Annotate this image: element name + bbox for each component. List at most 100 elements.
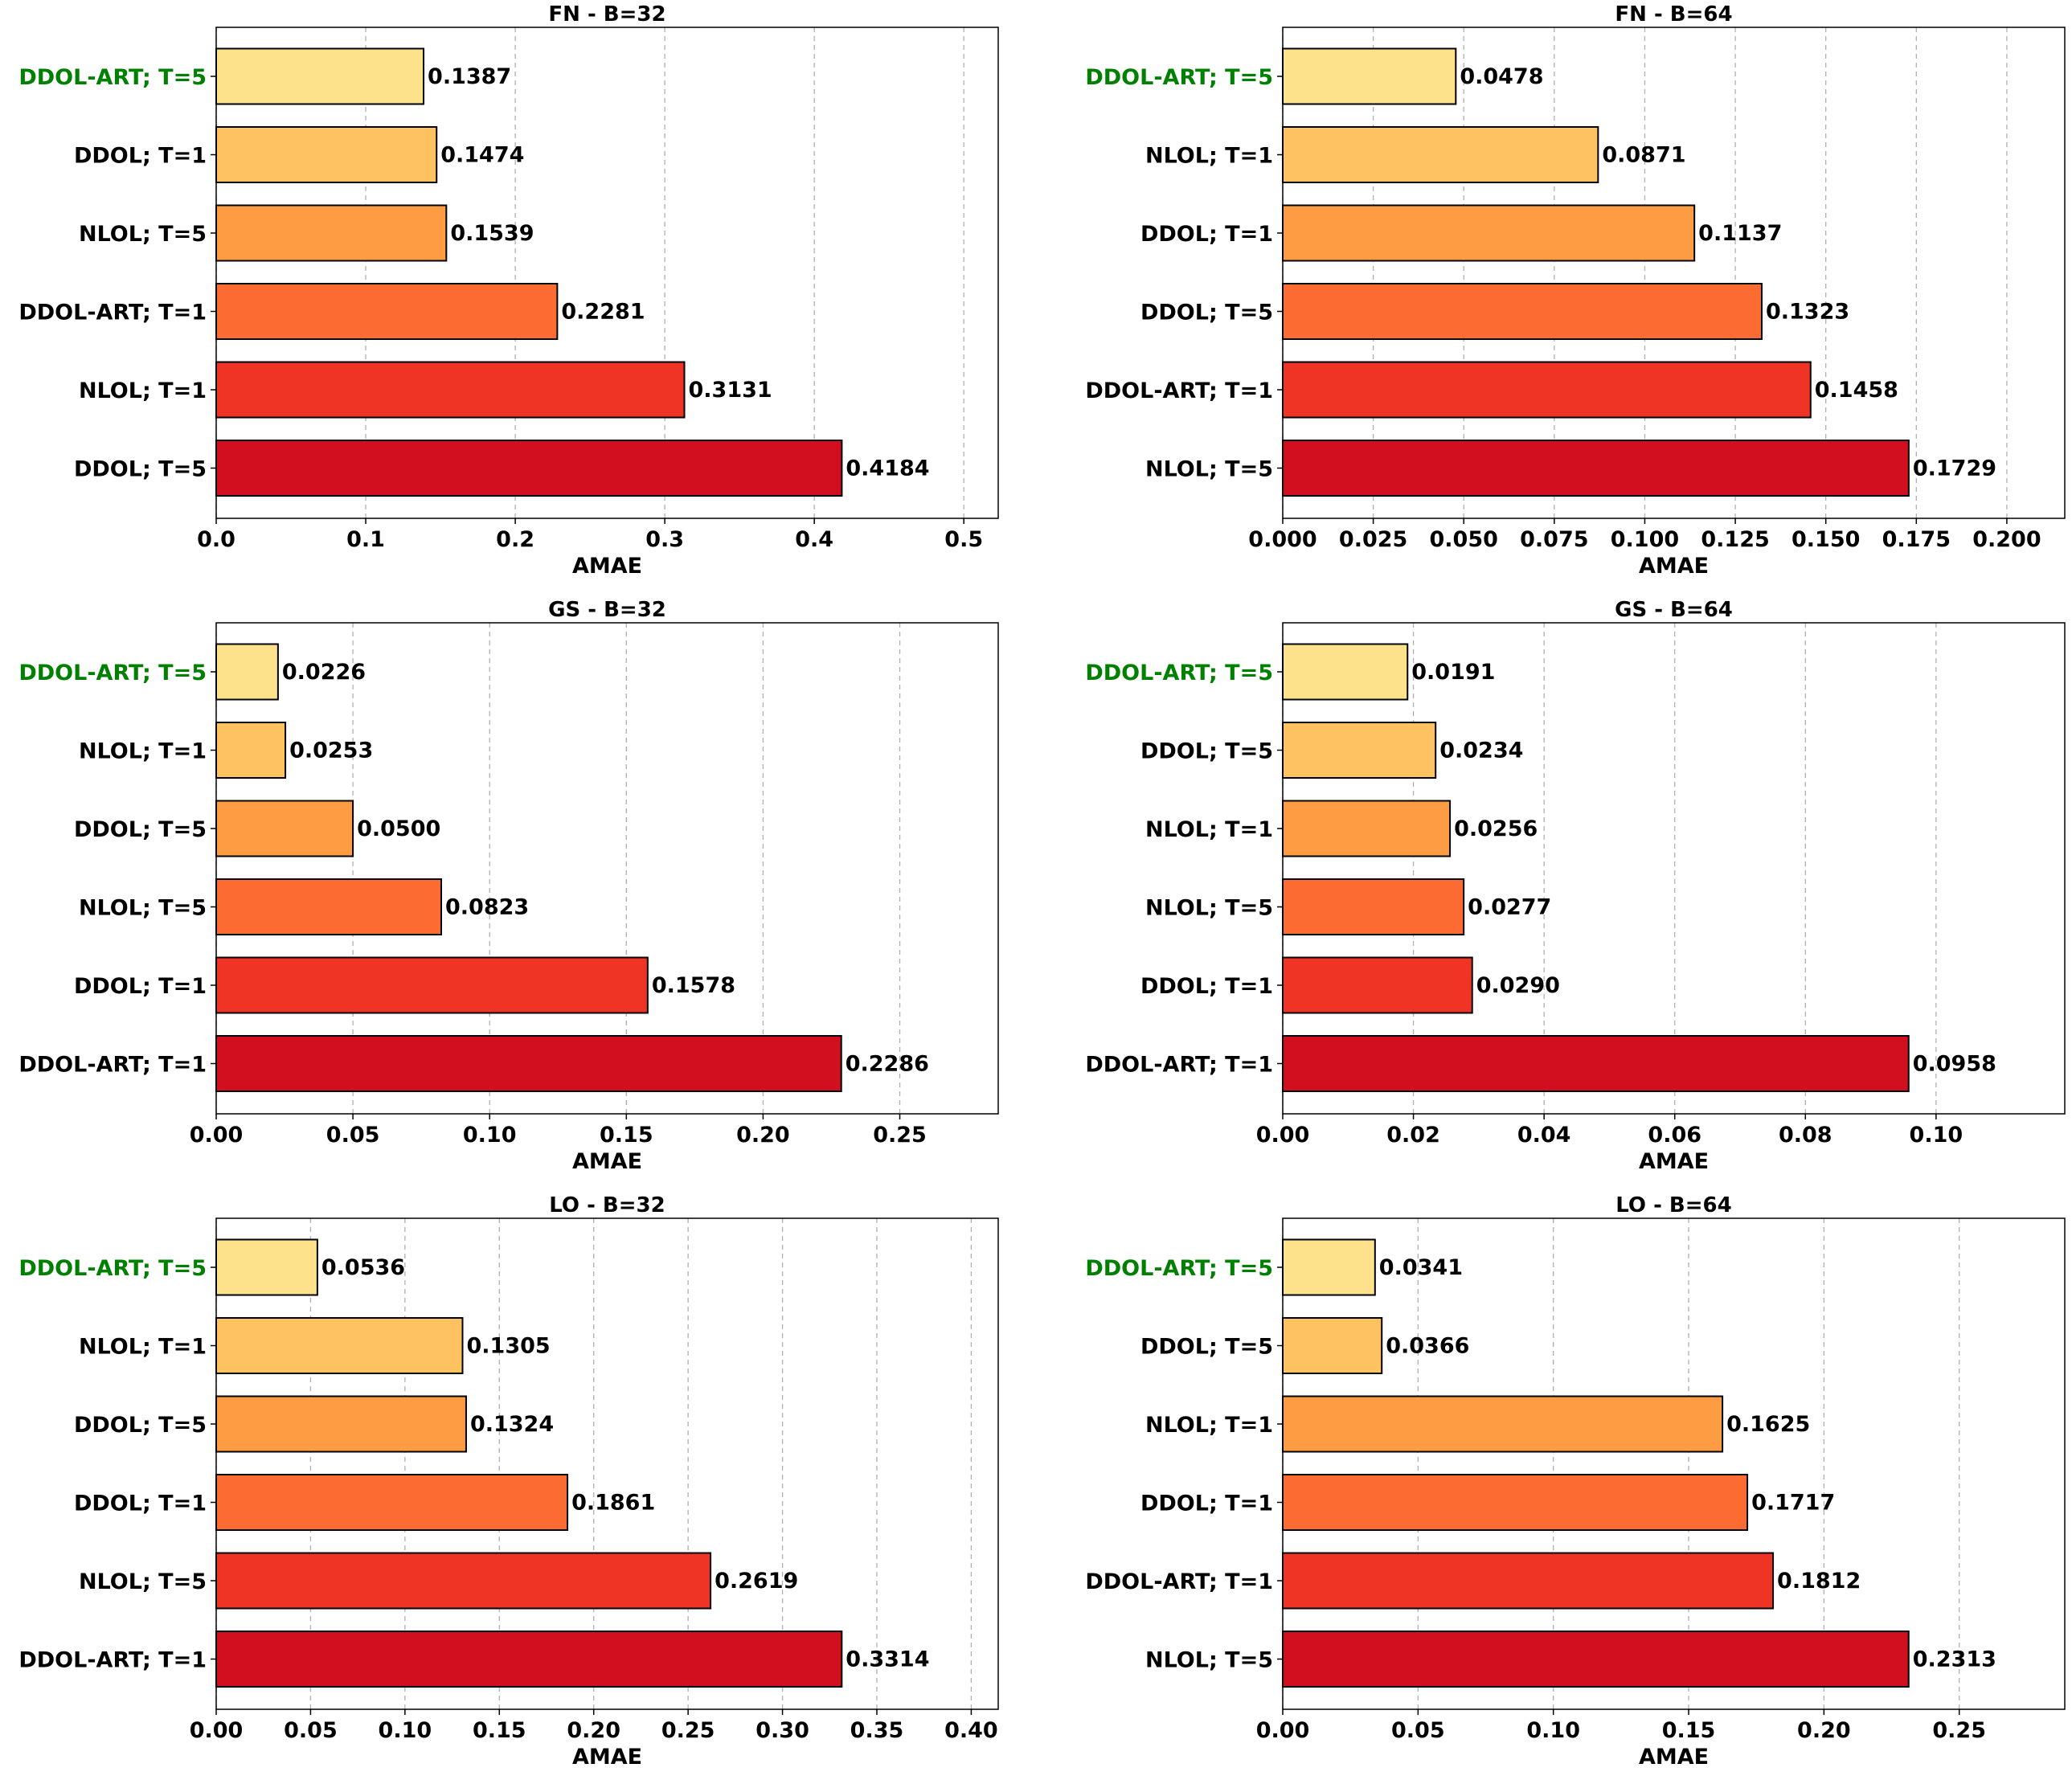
bar (215, 440, 843, 497)
x-tick-label: 0.1 (346, 527, 385, 552)
category-label: NLOL; T=5 (1145, 896, 1273, 921)
bar (215, 1552, 712, 1610)
x-axis-label: AMAE (1639, 1149, 1709, 1174)
category-label-best: DDOL-ART; T=5 (18, 65, 207, 90)
category-label: DDOL; T=1 (74, 974, 207, 999)
x-axis-label: AMAE (1639, 554, 1709, 579)
bar (1282, 1238, 1376, 1296)
bar (215, 126, 438, 183)
bar (1282, 1474, 1749, 1531)
category-label: NLOL; T=5 (1145, 1648, 1273, 1673)
category-label: DDOL; T=5 (1140, 739, 1273, 764)
bar (215, 643, 279, 701)
bar (1282, 204, 1696, 262)
value-label: 0.0234 (1439, 739, 1523, 763)
panel-3: GS - B=64 DDOL-ART; T=5 0.0191 DDOL; T=5 0.0… (1085, 598, 2066, 1174)
bar (215, 204, 448, 262)
category-label: DDOL; T=5 (74, 457, 207, 482)
plot-frame (1282, 622, 2066, 1115)
bar (215, 722, 287, 779)
x-tick-label: 0.10 (463, 1123, 517, 1148)
x-axis-label: AMAE (1639, 1745, 1709, 1770)
bar (215, 1035, 842, 1092)
category-label: DDOL-ART; T=1 (18, 1053, 207, 1078)
value-label: 0.2313 (1913, 1647, 1996, 1672)
bar (215, 878, 442, 935)
category-label: DDOL-ART; T=1 (1085, 379, 1273, 403)
category-label: NLOL; T=1 (1145, 817, 1273, 842)
x-tick-label: 0.40 (944, 1718, 998, 1743)
value-label: 0.3314 (846, 1647, 929, 1672)
x-axis-label: AMAE (572, 1149, 642, 1174)
value-label: 0.0256 (1454, 816, 1538, 841)
x-tick-label: 0.25 (1932, 1718, 1986, 1743)
x-tick-label: 0.15 (1662, 1718, 1716, 1743)
value-label: 0.1324 (470, 1412, 554, 1437)
x-axis-label: AMAE (572, 1745, 642, 1770)
panel-1: FN - B=64 DDOL-ART; T=5 0.0478 NLOL; T=1 0.0… (1085, 2, 2066, 579)
value-label: 0.0226 (282, 660, 366, 685)
bar (215, 800, 354, 857)
value-label: 0.1387 (428, 64, 511, 89)
x-tick-label: 0.075 (1520, 527, 1588, 552)
value-label: 0.1729 (1913, 456, 1996, 481)
value-label: 0.0536 (321, 1255, 405, 1280)
category-label: DDOL-ART; T=1 (1085, 1053, 1273, 1078)
x-axis-label: AMAE (572, 554, 642, 579)
plot-frame (215, 1217, 999, 1710)
value-label: 0.1861 (571, 1491, 655, 1516)
plot-frame (215, 27, 999, 519)
x-tick-label: 0.06 (1648, 1123, 1701, 1148)
plot-frame (215, 622, 999, 1115)
bar (1282, 1317, 1383, 1374)
bar (1282, 1552, 1775, 1610)
category-label: DDOL; T=1 (74, 144, 207, 169)
x-tick-label: 0.00 (1256, 1718, 1310, 1743)
x-tick-label: 0.20 (567, 1718, 620, 1743)
bar (1282, 47, 1457, 105)
x-tick-label: 0.5 (944, 527, 983, 552)
category-label: DDOL; T=5 (74, 1413, 207, 1438)
x-tick-label: 0.05 (326, 1123, 380, 1148)
panel-4: LO - B=32 DDOL-ART; T=5 0.0536 NLOL; T=1 0.1… (18, 1193, 999, 1770)
bar (1282, 1395, 1724, 1453)
bar (1282, 643, 1409, 701)
x-tick-label: 0.050 (1430, 527, 1498, 552)
category-label: DDOL; T=1 (1140, 1492, 1273, 1516)
value-label: 0.4184 (846, 456, 929, 481)
panel-title: GS - B=32 (548, 598, 666, 622)
category-label-best: DDOL-ART; T=5 (18, 1256, 207, 1281)
value-label: 0.0871 (1602, 143, 1685, 168)
category-label: DDOL; T=5 (74, 817, 207, 842)
value-label: 0.1625 (1726, 1412, 1810, 1437)
panel-title: FN - B=64 (1615, 2, 1732, 27)
bar (215, 283, 559, 340)
value-label: 0.0500 (357, 816, 440, 841)
x-tick-label: 0.0 (197, 527, 235, 552)
x-tick-label: 0.08 (1779, 1123, 1832, 1148)
bar (215, 1631, 843, 1688)
value-label: 0.1578 (652, 973, 735, 998)
category-label: NLOL; T=1 (79, 739, 207, 764)
value-label: 0.1323 (1766, 300, 1849, 325)
panel-title: FN - B=32 (548, 2, 665, 27)
panel-title: LO - B=32 (549, 1193, 665, 1217)
plot-frame (1282, 27, 2066, 519)
category-label: DDOL; T=1 (74, 1492, 207, 1516)
bar (1282, 1631, 1910, 1688)
panel-2: GS - B=32 DDOL-ART; T=5 0.0226 NLOL; T=1 0.0… (18, 598, 999, 1174)
bar (1282, 878, 1465, 935)
x-tick-label: 0.05 (1391, 1718, 1445, 1743)
x-tick-label: 0.15 (473, 1718, 526, 1743)
x-tick-label: 0.2 (496, 527, 534, 552)
bar (215, 1474, 569, 1531)
x-tick-label: 0.150 (1792, 527, 1860, 552)
category-label: NLOL; T=5 (79, 896, 207, 921)
category-label: NLOL; T=1 (1145, 144, 1273, 169)
x-tick-label: 0.35 (850, 1718, 904, 1743)
category-label: NLOL; T=1 (1145, 1413, 1273, 1438)
value-label: 0.2281 (561, 300, 645, 325)
category-label-best: DDOL-ART; T=5 (1085, 1256, 1273, 1281)
value-label: 0.0478 (1460, 64, 1543, 89)
